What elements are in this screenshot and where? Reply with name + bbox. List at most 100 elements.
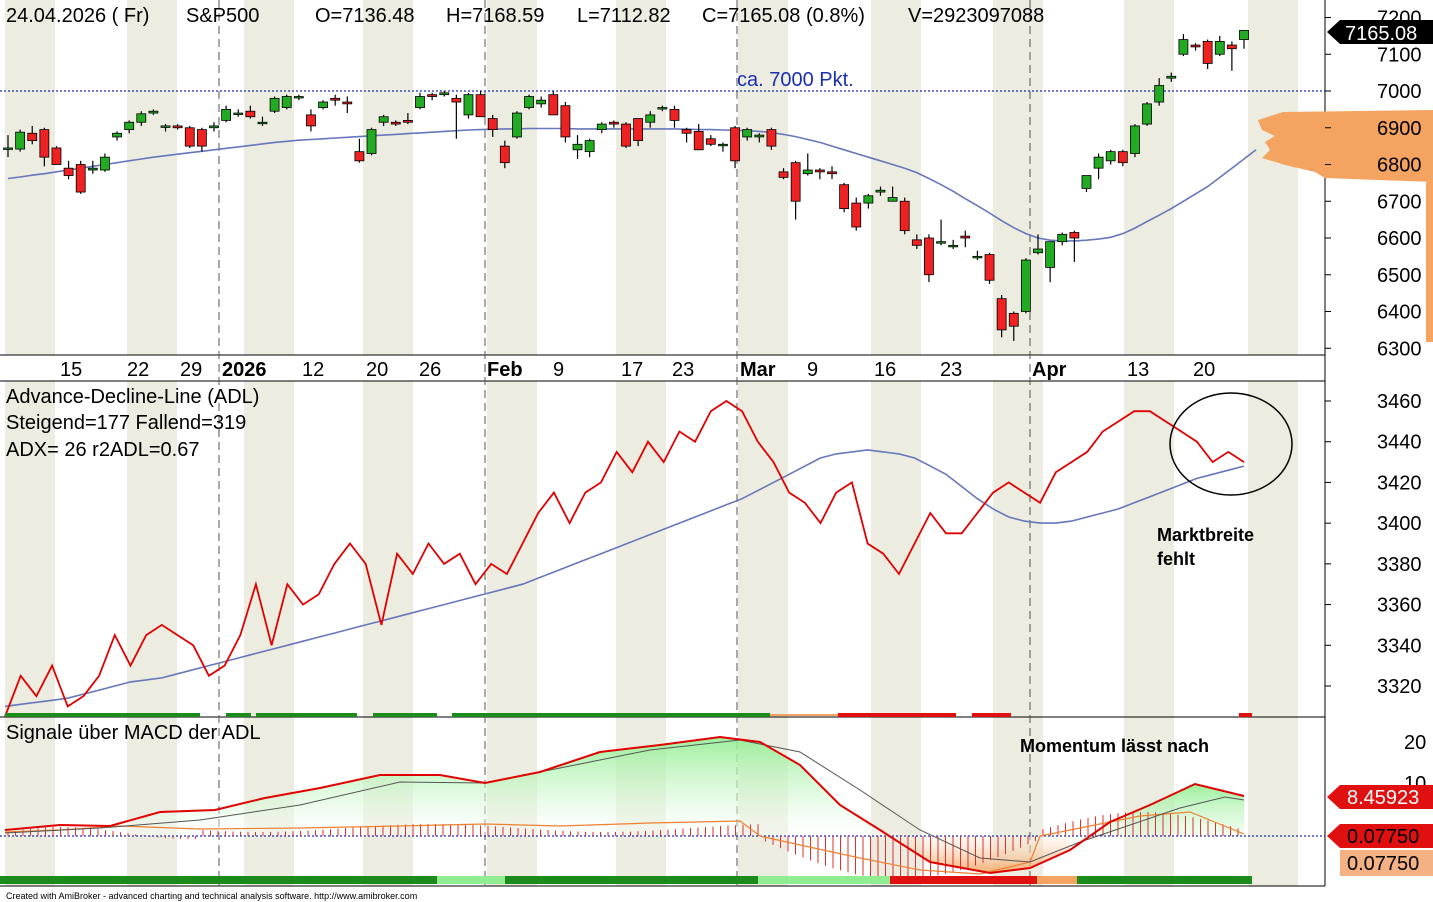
- candle-body: [172, 125, 183, 129]
- candle-body: [415, 96, 425, 108]
- adl-title: Advance-Decline-Line (ADL): [6, 386, 259, 408]
- annotation-7000: ca. 7000 Pkt.: [737, 69, 854, 91]
- candle-body: [1130, 125, 1140, 154]
- candle-body: [463, 94, 474, 116]
- candle-body: [160, 125, 171, 128]
- candle-body: [1239, 29, 1249, 40]
- candle-body: [475, 94, 486, 118]
- price-tick-label: 7100: [1377, 44, 1422, 66]
- candle-body: [1093, 156, 1104, 169]
- candle-body: [1057, 233, 1068, 243]
- candle-body: [669, 108, 680, 121]
- adl-tick-label: 3380: [1377, 554, 1422, 576]
- date-label: 22: [127, 359, 149, 381]
- candle-body: [487, 118, 498, 130]
- stripe: [1124, 381, 1174, 717]
- stripe: [363, 381, 413, 717]
- header-symbol: S&P500: [186, 5, 259, 27]
- stripe: [487, 381, 537, 717]
- price-tick-label: 6700: [1377, 191, 1422, 213]
- candle-body: [354, 151, 365, 162]
- candle-body: [1069, 232, 1080, 239]
- last-price-tag: [1327, 20, 1433, 44]
- stripe: [1248, 381, 1298, 717]
- candle-body: [996, 298, 1007, 331]
- date-label: 15: [60, 359, 82, 381]
- candle-body: [1226, 44, 1237, 50]
- macd-ytick-20: 20: [1404, 732, 1426, 754]
- macd-signal-bar: [0, 876, 1252, 884]
- background-stripes: [5, 0, 1298, 886]
- candle-body: [221, 108, 232, 121]
- candle-body: [1142, 103, 1152, 125]
- candle-body: [257, 121, 268, 125]
- macd-line: [4, 735, 1245, 875]
- candle-body: [209, 125, 219, 129]
- candle-body: [281, 96, 292, 108]
- candle-body: [802, 169, 813, 175]
- candle-body: [536, 99, 547, 105]
- candle-body: [730, 127, 740, 162]
- adl-line: [4, 399, 1245, 717]
- stripe: [1248, 717, 1298, 886]
- candle-body: [233, 112, 244, 115]
- stripe: [127, 381, 177, 717]
- date-label: 12: [302, 359, 324, 381]
- candle-body: [778, 171, 789, 178]
- candle-body: [596, 123, 607, 130]
- candle-body: [245, 110, 256, 118]
- stripe: [244, 381, 294, 717]
- adl-signal-segment: [5, 713, 200, 717]
- candle-body: [911, 239, 922, 246]
- price-tick-label: 6500: [1377, 265, 1422, 287]
- candle-body: [972, 255, 983, 259]
- adl-note-line1: Marktbreite: [1157, 525, 1254, 545]
- price-tick-label: 7000: [1377, 81, 1422, 103]
- date-label: 23: [940, 359, 962, 381]
- stripe: [127, 0, 177, 355]
- candle-body: [718, 143, 728, 147]
- macd-signal-segment: [1077, 876, 1252, 884]
- adl-signal-segment: [838, 713, 956, 717]
- candle-body: [15, 131, 26, 150]
- macd-value-tag-1: [1327, 785, 1433, 809]
- candle-body: [572, 143, 583, 151]
- adl-tick-label: 3360: [1377, 595, 1422, 617]
- adl-signal-segment: [226, 713, 251, 717]
- candle-body: [875, 189, 886, 193]
- candle-body: [560, 105, 571, 138]
- candle-body: [657, 107, 668, 110]
- candle-body: [621, 123, 631, 147]
- macd-signal-line: [4, 739, 1245, 863]
- stripe: [871, 381, 921, 717]
- price-tick-label: 6900: [1377, 118, 1422, 140]
- adl-tick-label: 3460: [1377, 391, 1422, 413]
- volume-profile-area: [1258, 110, 1433, 182]
- volume-profile: [1258, 110, 1433, 342]
- stripe: [363, 0, 413, 355]
- candle-body: [681, 129, 692, 134]
- candle-body: [51, 147, 62, 165]
- date-label: 9: [553, 359, 564, 381]
- header-volume: V=2923097088: [908, 5, 1044, 27]
- candle-body: [306, 114, 316, 127]
- candle-body: [548, 94, 559, 116]
- adl-y-axis: 3460 3440 3420 3400 3380 3360 3340 3320: [1325, 391, 1422, 698]
- candle-body: [1190, 44, 1201, 48]
- volume-profile-tail: [1426, 182, 1433, 342]
- date-label: 20: [366, 359, 388, 381]
- candle-body: [1081, 175, 1092, 189]
- candle-body: [27, 132, 38, 142]
- candle-body: [402, 120, 413, 123]
- candle-body: [136, 113, 147, 123]
- candle-body: [1166, 75, 1177, 79]
- candle-body: [499, 145, 510, 164]
- stripe: [1248, 0, 1298, 355]
- candle-body: [3, 147, 13, 150]
- macd-histogram: [0, 735, 1325, 879]
- candle-body: [1045, 241, 1056, 268]
- adl-counts: Steigend=177 Fallend=319: [6, 412, 246, 434]
- adl-signal-segment: [770, 714, 838, 716]
